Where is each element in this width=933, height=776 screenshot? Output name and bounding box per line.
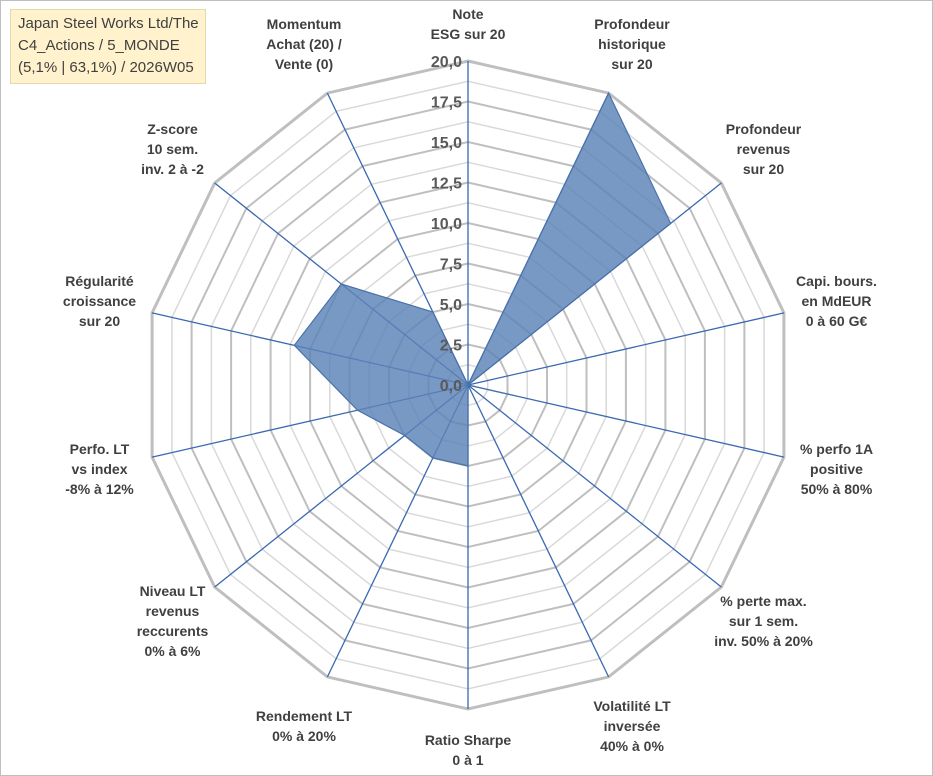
axis-label-9-line-3: 0% à 6% [144,642,201,659]
axis-label-9-line-2: reccurents [136,622,209,639]
axis-label-2-line-0: Profondeur [725,121,802,138]
chart-title-line-3: (5,1% | 63,1%) / 2026W05 [18,59,194,76]
axis-label-12-line-1: 10 sem. [146,141,199,158]
axis-label-1-line-0: Profondeur [594,16,670,33]
axis-label-8-line-1: 0% à 20% [272,727,336,744]
axis-label-5-line-0: % perte max. [720,592,807,609]
axis-label-11-line-1: croissance [62,292,137,309]
tick-label-2: 5,0 [440,297,462,314]
chart-title-line-2: C4_Actions / 5_MONDE [18,37,180,54]
tick-label-6: 15,0 [431,135,462,152]
axis-label-4-line-0: % perfo 1A [799,441,874,458]
axis-label-10: Perfo. LT vs index -8% à 12% [65,439,133,499]
tick-label-0: 0,0 [440,378,462,395]
axis-label-3-line-0: Capi. bours. [796,272,877,289]
axis-label-13-line-2: Vente (0) [274,56,334,73]
spoke-3 [467,312,785,386]
axis-label-9-line-0: Niveau LT [139,582,206,599]
axis-label-5-line-2: inv. 50% à 20% [714,632,813,649]
axis-label-6-line-1: inversée [603,717,661,734]
axis-label-5-line-1: sur 1 sem. [728,612,799,629]
axis-label-9-line-1: revenus [145,602,200,619]
axis-label-6-line-2: 40% à 0% [600,737,664,754]
radar-series [293,91,672,467]
tick-label-5: 12,5 [431,176,462,193]
axis-label-3: Capi. bours. en MdEUR 0 à 60 G€ [796,271,877,331]
radar-tick-labels: 0,0 2,5 5,0 7,5 10,0 12,5 15,0 17,5 20,0 [431,54,462,395]
axis-label-7-line-0: Ratio Sharpe [424,732,512,748]
axis-label-12-line-0: Z-score [147,121,198,138]
axis-label-12: Z-score 10 sem. inv. 2 à -2 [141,119,204,179]
axis-label-8: Rendement LT 0% à 20% [256,706,352,746]
axis-label-13: Momentum Achat (20) / Vente (0) [266,14,341,74]
axis-label-2-line-2: sur 20 [742,161,785,178]
spoke-5 [467,384,722,588]
axis-label-7-line-1: 0 à 1 [452,752,484,768]
axis-label-0-line-1: ESG sur 20 [430,26,506,42]
axis-label-3-line-1: en MdEUR [801,292,872,309]
axis-label-11-line-0: Régularité [65,272,134,289]
axis-label-13-line-0: Momentum [266,16,342,33]
spoke-6 [467,384,610,678]
axis-label-0: Note ESG sur 20 [431,4,506,44]
tick-label-7: 17,5 [431,95,462,112]
axis-label-4-line-2: 50% à 80% [800,481,873,498]
axis-label-1: Profondeur historique sur 20 [594,14,669,74]
tick-label-3: 7,5 [440,257,462,274]
tick-label-1: 2,5 [440,338,462,355]
tick-label-8: 20,0 [431,54,462,71]
axis-label-4-line-1: positive [810,461,863,478]
axis-label-13-line-1: Achat (20) / [266,36,342,53]
chart-title-box: Japan Steel Works Ltd/The C4_Actions / 5… [10,9,206,84]
axis-label-9: Niveau LT revenus reccurents 0% à 6% [137,581,209,661]
axis-label-10-line-2: -8% à 12% [65,481,134,498]
chart-title-line-1: Japan Steel Works Ltd/The [18,15,199,32]
axis-label-10-line-1: vs index [71,461,128,478]
axis-label-2-line-1: revenus [736,141,791,158]
axis-label-1-line-2: sur 20 [611,56,653,73]
axis-label-11: Régularité croissance sur 20 [63,271,136,331]
series-area-0 [293,91,672,467]
axis-label-6-line-0: Volatilité LT [593,697,671,714]
axis-label-1-line-1: historique [598,36,666,53]
axis-label-5: % perte max. sur 1 sem. inv. 50% à 20% [714,591,813,651]
tick-label-4: 10,0 [431,216,462,233]
axis-label-3-line-2: 0 à 60 G€ [805,312,868,329]
axis-label-0-line-0: Note [452,6,484,22]
axis-label-12-line-2: inv. 2 à -2 [141,161,204,178]
spoke-4 [467,384,785,458]
axis-label-7: Ratio Sharpe 0 à 1 [425,730,511,770]
axis-label-6: Volatilité LT inversée 40% à 0% [593,696,670,756]
axis-label-11-line-2: sur 20 [78,312,121,329]
axis-label-2: Profondeur revenus sur 20 [726,119,801,179]
axis-label-10-line-0: Perfo. LT [69,441,130,458]
axis-label-8-line-0: Rendement LT [255,707,353,724]
axis-label-4: % perfo 1A positive 50% à 80% [800,439,873,499]
